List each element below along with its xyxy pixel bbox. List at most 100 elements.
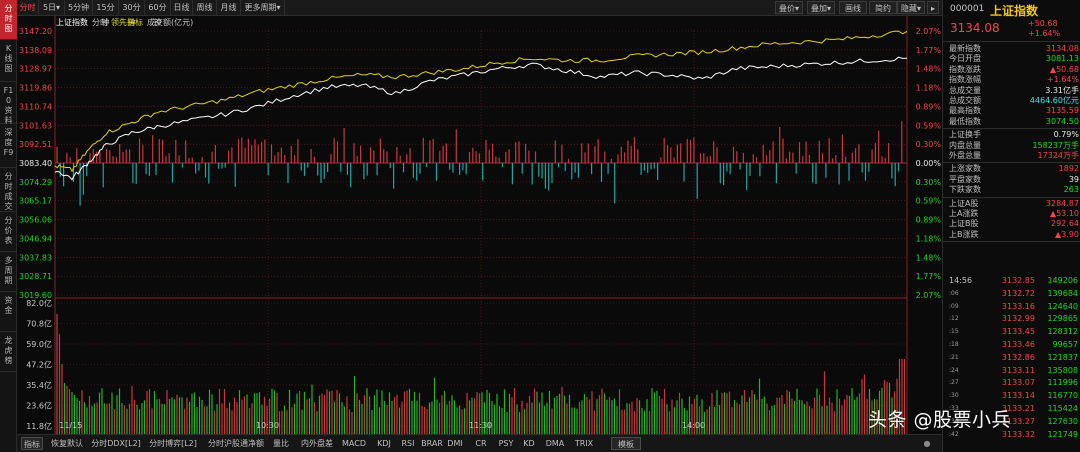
period-tab-2[interactable]: 5分钟	[65, 0, 93, 15]
period-tab-8[interactable]: 月线	[217, 0, 241, 15]
intraday-chart[interactable]: 3147.20 2.07% 3138.09 1.77% 3128.97 1.48% 3119…	[17, 16, 942, 434]
tick-time: :18	[949, 341, 959, 348]
indicator-tab-5[interactable]: 量比	[273, 439, 289, 448]
price-tick-label: 3147.20	[19, 27, 52, 36]
tick-time: :09	[949, 302, 959, 310]
tick-volume: 121749	[1047, 429, 1078, 439]
indicator-tab-7[interactable]: MACD	[342, 439, 366, 448]
stat-label: 下跌家数	[949, 185, 981, 195]
tick-row[interactable]: :27 3133.07 111996	[943, 377, 1080, 389]
stat-label: 平盘家数	[949, 174, 981, 184]
indicator-tab-12[interactable]: CR	[475, 439, 487, 448]
price-tick-label: 3046.94	[19, 234, 52, 243]
tick-row[interactable]: :21 3132.86 121837	[943, 352, 1080, 364]
period-tab-7[interactable]: 周线	[193, 0, 217, 15]
stat-label: 上证B股	[949, 219, 979, 229]
tick-row[interactable]: :06 3132.72 139684	[943, 288, 1080, 300]
tick-volume: 135808	[1047, 365, 1078, 375]
toggle-icon[interactable]: ●	[923, 439, 931, 448]
indicator-tab-17[interactable]: 模板	[611, 437, 641, 450]
tick-volume: 129865	[1047, 314, 1078, 324]
indicator-tab-8[interactable]: KDJ	[377, 439, 391, 448]
left-tab-3[interactable]: 深度F9	[0, 124, 17, 168]
tick-row[interactable]: :42 3133.32 121749	[943, 429, 1080, 441]
left-tab-8[interactable]: 龙虎榜	[0, 332, 17, 372]
tick-volume: 116770	[1047, 391, 1078, 401]
indicator-tab-11[interactable]: DMI	[447, 439, 463, 448]
price-tick-label: 3119.86	[19, 84, 52, 93]
indicator-tab-2[interactable]: 分时DDX[L2]	[91, 439, 141, 448]
stat-label: 最高指数	[949, 106, 981, 116]
left-tab-4[interactable]: 分时成交	[0, 168, 17, 212]
toolbar-right-button-1[interactable]: 叠加▾	[807, 1, 835, 14]
toolbar-right-button-4[interactable]: 隐藏▾	[897, 1, 925, 14]
tick-price: 3133.46	[1001, 340, 1035, 349]
stat-value: 158237万手	[1032, 140, 1079, 150]
tick-volume: 139684	[1047, 288, 1078, 298]
tick-price: 3133.11	[1001, 365, 1035, 375]
tick-row[interactable]: :15 3133.45 128312	[943, 326, 1080, 338]
period-tab-4[interactable]: 30分钟	[119, 0, 145, 27]
pct-tick-label: 0.89%	[916, 216, 942, 225]
tick-row[interactable]: :36 3133.27 127630	[943, 416, 1080, 428]
legend-mode: 分时	[92, 18, 108, 27]
tick-row[interactable]: :18 3133.46 99657	[943, 339, 1080, 351]
stat-value: 3284.87	[1045, 198, 1079, 208]
stat-row: 外盘总量 17324万手	[943, 151, 1080, 161]
collapse-icon[interactable]: ▸	[927, 1, 939, 14]
price-tick-label: 3101.63	[19, 121, 52, 130]
indicator-tab-10[interactable]: BRAR	[421, 439, 443, 448]
indicator-tab-13[interactable]: PSY	[498, 439, 514, 448]
period-tab-5[interactable]: 60分钟	[145, 0, 171, 27]
volume-tick-label: 82.0亿	[26, 298, 52, 308]
left-tab-2[interactable]: F10资料	[0, 82, 17, 125]
period-tab-0[interactable]: 分时	[17, 0, 39, 15]
indicator-tab-14[interactable]: KD	[523, 439, 535, 448]
pct-tick-label: 0.59%	[916, 197, 942, 206]
left-tab-1[interactable]: K线图	[0, 40, 17, 82]
quote-panel: 000001 上证指数 3134.08 +50.68 +1.64% 最新指数 31…	[942, 0, 1080, 452]
tick-row[interactable]: :30 3133.14 116770	[943, 390, 1080, 402]
left-tab-6[interactable]: 多周期	[0, 252, 17, 292]
indicator-tab-3[interactable]: 分时博弈[L2]	[149, 439, 197, 448]
price-tick-label: 3056.06	[19, 216, 52, 225]
tick-time: :30	[949, 392, 959, 400]
stat-label: 上涨家数	[949, 164, 981, 174]
pct-tick-label: 1.77%	[916, 272, 942, 281]
left-tab-7[interactable]: 资金	[0, 292, 17, 332]
period-tab-6[interactable]: 日线	[171, 0, 193, 15]
tick-row[interactable]: :09 3133.16 124640	[943, 301, 1080, 313]
tick-time: :33	[949, 405, 959, 412]
stat-value: 3134.08	[1045, 44, 1079, 53]
tick-row[interactable]: :24 3133.11 135808	[943, 365, 1080, 377]
indicator-tab-0[interactable]: 指标	[21, 437, 43, 450]
left-tab-0[interactable]: 分时图	[0, 0, 17, 40]
pct-tick-label: 2.07%	[916, 27, 942, 36]
period-tab-9[interactable]: 更多周期▾	[241, 0, 285, 15]
pct-tick-label: 0.30%	[916, 140, 942, 149]
legend-leading: 领先指标	[111, 18, 143, 27]
tick-volume: 124640	[1047, 301, 1078, 311]
indicator-tab-6[interactable]: 内外盘差	[301, 439, 333, 448]
stat-label: 最新指数	[949, 44, 981, 53]
price-tick-label: 3110.74	[19, 102, 52, 111]
indicator-tab-4[interactable]: 分时沪股通净额	[208, 439, 264, 448]
tick-row[interactable]: 14:56 3132.85 149206	[943, 275, 1080, 287]
price-tick-label: 3083.40	[19, 159, 52, 168]
indicator-tab-15[interactable]: DMA	[545, 439, 565, 448]
indicator-tab-16[interactable]: TRIX	[574, 439, 594, 448]
toolbar-right-button-3[interactable]: 简约	[869, 1, 897, 14]
tick-row[interactable]: :12 3132.99 129865	[943, 313, 1080, 325]
indicator-tab-9[interactable]: RSI	[401, 439, 415, 448]
toolbar-right-button-0[interactable]: 叠价▾	[775, 1, 803, 14]
tick-price: 3132.99	[1001, 314, 1035, 324]
stat-value: ▲53.10	[1049, 209, 1079, 218]
indicator-tab-1[interactable]: 恢复默认	[51, 439, 83, 448]
toolbar-right-button-2[interactable]: 画线	[839, 1, 867, 14]
stat-value: 292.64	[1051, 219, 1079, 229]
period-tab-3[interactable]: 15分钟	[93, 0, 119, 27]
tick-row[interactable]: :33 3133.21 115424	[943, 403, 1080, 415]
left-tab-5[interactable]: 分价表	[0, 212, 17, 252]
period-tab-1[interactable]: 5日▾	[39, 0, 65, 15]
stat-value: 0.79%	[1053, 130, 1079, 140]
